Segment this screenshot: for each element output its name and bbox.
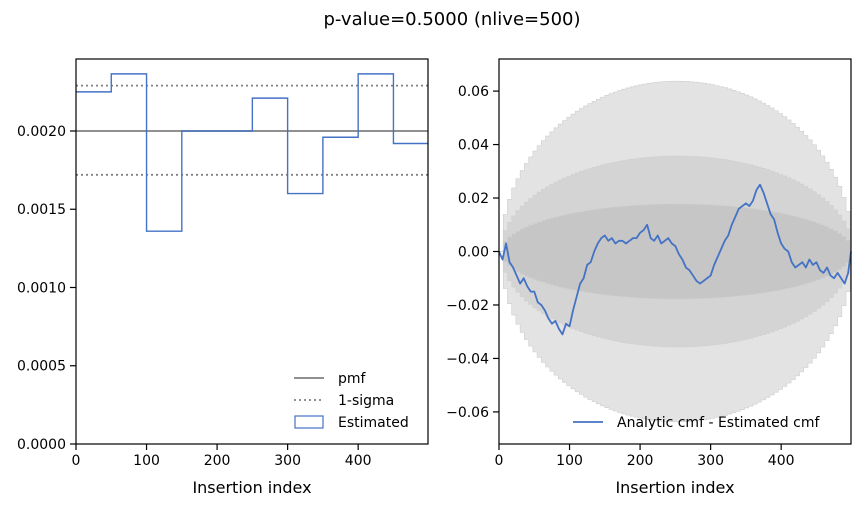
legend-label: 1-sigma: [338, 393, 394, 409]
left-xtick-label: 200: [204, 453, 231, 469]
left-axes-frame: [75, 58, 429, 445]
left-xtick-label: 0: [72, 453, 81, 469]
left-ytick-label: 0.0020: [17, 124, 66, 140]
estimated-histogram: [76, 73, 428, 232]
right-ytick-label: −0.06: [446, 405, 489, 421]
left-xtick-label: 300: [274, 453, 301, 469]
left-ytick-label: 0.0005: [17, 359, 66, 375]
right-legend: Analytic cmf - Estimated cmf: [573, 415, 820, 431]
right-xtick-label: 400: [768, 453, 795, 469]
sigma-band-1: [499, 203, 852, 300]
legend-swatch-estimated: [294, 415, 324, 429]
left-xtick-label: 100: [133, 453, 160, 469]
left-xtick-label: 400: [345, 453, 372, 469]
left-ytick-label: 0.0015: [17, 202, 66, 218]
left-ytick-label: 0.0010: [17, 280, 66, 296]
right-xtick-label: 200: [627, 453, 654, 469]
legend-label: Estimated: [338, 415, 409, 431]
left-ytick-label: 0.0000: [17, 437, 66, 453]
right-xtick-label: 300: [697, 453, 724, 469]
left-legend: pmf 1-sigma Estimated: [294, 371, 409, 431]
right-ytick-label: 0.04: [458, 138, 489, 154]
right-xlabel: Insertion index: [615, 478, 734, 497]
right-ytick-label: 0.02: [458, 191, 489, 207]
right-xtick-label: 0: [495, 453, 504, 469]
right-ytick-label: 0.06: [458, 84, 489, 100]
right-chart: 0 100 200 300 400 −0.06 −0.04 −0.02 0.00 0.02 0.04…: [446, 58, 852, 497]
legend-label: Analytic cmf - Estimated cmf: [617, 415, 820, 431]
cmf-difference-line: [498, 183, 852, 336]
legend-label: pmf: [338, 371, 367, 387]
left-xlabel: Insertion index: [192, 478, 311, 497]
right-ytick-label: 0.00: [458, 245, 489, 261]
right-ytick-label: −0.04: [446, 351, 489, 367]
figure-title: p-value=0.5000 (nlive=500): [323, 9, 580, 30]
right-ytick-label: −0.02: [446, 298, 489, 314]
right-xtick-label: 100: [556, 453, 583, 469]
left-chart: 0 100 200 300 400 0.0000 0.0005 0.0010 0.0015 0.0…: [17, 58, 429, 497]
